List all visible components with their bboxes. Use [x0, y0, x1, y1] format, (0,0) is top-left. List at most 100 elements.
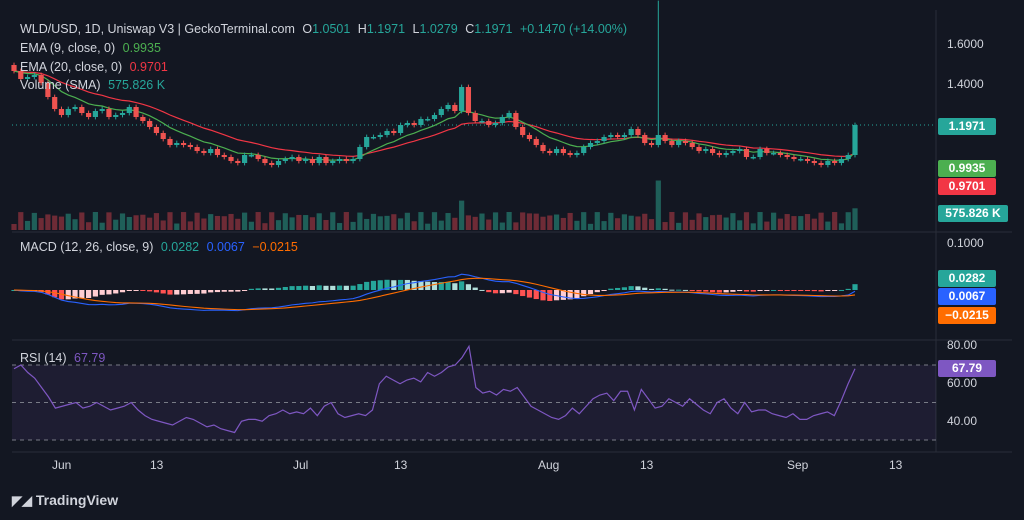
volume-bar [553, 214, 560, 230]
signal-line [13, 277, 856, 311]
tradingview-logo[interactable]: ◤◢ TradingView [12, 492, 118, 509]
macd-histogram-bar [621, 287, 628, 290]
macd-histogram-bar [113, 290, 119, 294]
volume-bar [764, 221, 770, 230]
candle-body [370, 137, 377, 139]
volume-bar [723, 217, 729, 230]
ema20-badge: 0.9701 [938, 178, 996, 195]
volume-bar [838, 223, 845, 230]
volume-bar [180, 212, 187, 230]
macd-tick-0100: 0.1000 [947, 236, 984, 250]
x-tick-jul: Jul [293, 458, 309, 472]
volume-bar [65, 213, 71, 230]
volume-bar [852, 208, 858, 230]
signal-badge: 0.0067 [938, 288, 996, 305]
volume-bar [309, 217, 316, 230]
macd-histogram-bar [350, 285, 356, 290]
volume-bar [221, 216, 227, 230]
macd-histogram-bar [716, 290, 722, 293]
candle-body [397, 125, 404, 133]
macd-histogram-bar [364, 281, 370, 290]
macd-histogram-bar [479, 289, 485, 291]
volume-bar [397, 218, 404, 230]
candle-body [696, 147, 702, 151]
volume-bar [499, 222, 505, 230]
volume-bar [99, 222, 105, 230]
candle-body [757, 149, 763, 157]
macd-histogram-bar [180, 290, 187, 295]
macd-histogram-bar [533, 290, 539, 300]
volume-bar [662, 222, 668, 230]
candle-body [818, 163, 824, 165]
candle-body [547, 151, 553, 153]
macd-histogram-bar [635, 286, 641, 290]
volume-bar [323, 220, 329, 230]
macd-histogram-bar [648, 288, 655, 290]
macd-histogram-bar [615, 287, 621, 290]
low-value: 1.0279 [419, 22, 458, 36]
macd-histogram-bar [642, 287, 648, 290]
volume-bar [438, 220, 444, 230]
macd-histogram-bar [825, 290, 831, 291]
candle-body [38, 75, 44, 83]
volume-bar [703, 217, 709, 230]
header-legend: WLD/USD, 1D, Uniswap V3 | GeckoTerminal.… [20, 22, 631, 36]
candle-body [520, 127, 526, 135]
candle-body [587, 143, 594, 147]
macd-histogram-bar [743, 290, 750, 292]
macd-histogram-bar [92, 290, 98, 297]
macd-histogram-bar [709, 290, 716, 293]
x-tick-jul-13: 13 [394, 458, 408, 472]
volume-bar [486, 219, 492, 230]
volume-bar [465, 215, 472, 230]
volume-bar [737, 220, 743, 230]
volume-bar [350, 221, 356, 230]
macd-histogram-bar [472, 287, 478, 290]
volume-bar [587, 223, 594, 230]
volume-bar [567, 212, 573, 230]
macd-histogram-bar [323, 285, 329, 290]
candle-body [574, 153, 580, 155]
volume-bar [58, 216, 65, 230]
macd-histogram-bar [676, 289, 682, 291]
macd-legend: MACD (12, 26, close, 9) 0.0282 0.0067 −0… [20, 240, 302, 254]
ema9-legend: EMA (9, close, 0) 0.9935 [20, 41, 165, 55]
ema20-legend: EMA (20, close, 0) 0.9701 [20, 60, 172, 74]
volume-label: Volume (SMA) [20, 78, 101, 92]
volume-bar [167, 212, 173, 230]
volume-bar [336, 223, 343, 230]
candle-body [384, 131, 390, 135]
candle-body [431, 115, 438, 119]
volume-bar [574, 220, 580, 230]
macd-histogram-bar [65, 290, 71, 300]
x-tick-aug: Aug [538, 458, 560, 472]
candle-body [208, 149, 214, 153]
macd-histogram-bar [289, 286, 295, 290]
x-tick-sep-13: 13 [889, 458, 903, 472]
macd-histogram-bar [696, 290, 702, 292]
candle-body [201, 151, 207, 153]
macd-histogram-bar [526, 290, 533, 298]
candle-body [357, 147, 363, 159]
candle-body [676, 141, 682, 145]
candle-body [316, 157, 322, 163]
candle-body [655, 135, 661, 145]
macd-histogram-bar [560, 290, 566, 300]
volume-bar [174, 223, 180, 230]
macd-histogram-bar [662, 288, 668, 290]
candle-body [709, 149, 716, 153]
x-tick-aug-13: 13 [640, 458, 654, 472]
candle-body [771, 153, 777, 155]
candle-body [79, 107, 85, 113]
volume-bar [716, 214, 722, 230]
volume-bar [52, 215, 58, 230]
volume-bar [92, 212, 98, 230]
ema20-label: EMA (20, close, 0) [20, 60, 123, 74]
candle-body [303, 159, 309, 161]
macd-histogram-bar [581, 290, 587, 297]
macd-histogram-bar [703, 290, 709, 292]
volume-bar [506, 212, 512, 230]
macd-histogram-bar [228, 290, 234, 292]
volume-bar [771, 212, 777, 230]
